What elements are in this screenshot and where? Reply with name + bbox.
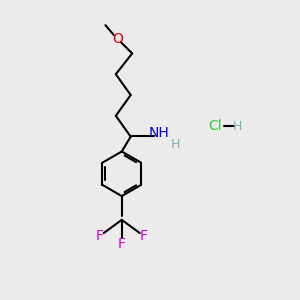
Text: F: F xyxy=(95,229,104,243)
Text: NH: NH xyxy=(148,126,169,140)
Text: H: H xyxy=(171,138,180,151)
Text: Cl: Cl xyxy=(208,119,222,133)
Text: H: H xyxy=(233,120,242,133)
Text: F: F xyxy=(140,229,148,243)
Text: F: F xyxy=(118,237,126,250)
Text: O: O xyxy=(112,32,123,46)
